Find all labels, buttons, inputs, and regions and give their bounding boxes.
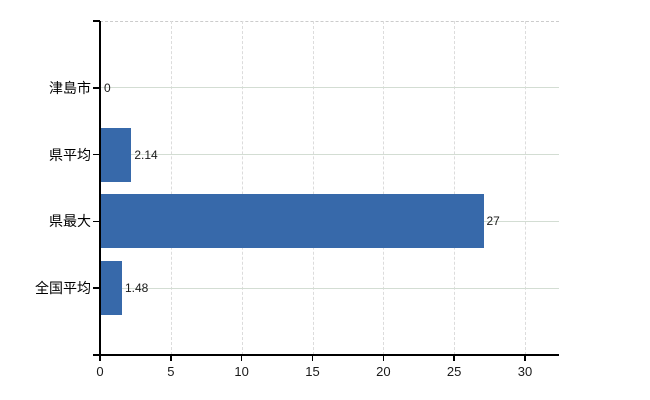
- x-tick-label: 5: [167, 364, 175, 379]
- bar-value-label: 1.48: [124, 281, 149, 296]
- category-label: 津島市: [49, 79, 91, 96]
- v-gridline: [312, 21, 314, 355]
- category-label: 全国平均: [35, 280, 91, 297]
- x-tick: [99, 355, 101, 361]
- x-tick-label: 20: [376, 364, 391, 379]
- x-tick-label: 0: [96, 364, 104, 379]
- category-label: 県平均: [49, 146, 91, 163]
- x-tick-label: 25: [446, 364, 462, 379]
- x-tick: [524, 355, 526, 361]
- y-axis-line: [99, 21, 101, 355]
- x-tick-label: 10: [234, 364, 249, 379]
- bar-value-label: 0: [104, 80, 111, 95]
- x-tick-label: 30: [517, 364, 533, 379]
- v-gridline: [170, 21, 172, 355]
- bar: [101, 127, 132, 182]
- x-tick-label: 15: [305, 364, 320, 379]
- v-gridline: [525, 21, 526, 355]
- plot-top-border: [100, 21, 559, 22]
- h-gridline: [100, 154, 559, 156]
- h-gridline: [100, 287, 559, 289]
- bar: [101, 261, 122, 316]
- x-axis-line: [93, 354, 559, 356]
- category-label: 県最大: [49, 213, 91, 230]
- x-tick: [240, 355, 243, 361]
- v-gridline: [383, 21, 385, 355]
- bar-value-label: 27: [486, 214, 500, 229]
- y-tick: [93, 153, 100, 156]
- y-tick: [93, 220, 100, 223]
- y-tick: [93, 287, 100, 289]
- v-gridline: [241, 21, 243, 355]
- h-gridline: [100, 87, 559, 89]
- x-tick: [382, 355, 385, 361]
- x-tick: [170, 355, 172, 361]
- y-tick: [93, 20, 100, 22]
- v-gridline: [454, 21, 456, 355]
- x-tick: [453, 355, 455, 361]
- bar: [101, 194, 484, 249]
- y-tick: [93, 87, 100, 89]
- x-tick: [311, 355, 314, 361]
- bar-value-label: 2.14: [134, 147, 158, 162]
